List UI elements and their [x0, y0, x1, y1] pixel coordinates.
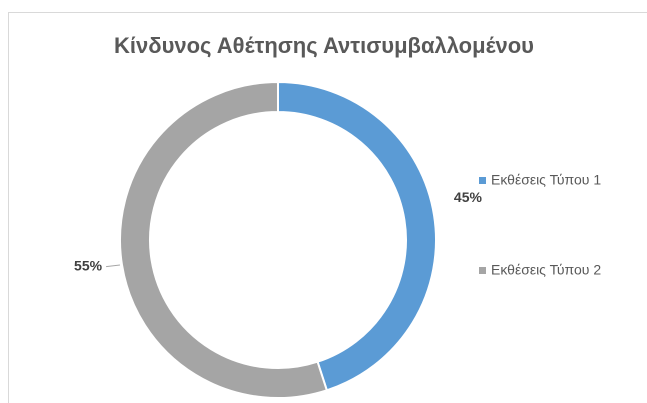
donut-segment [119, 80, 329, 399]
data-label: 45% [454, 189, 483, 205]
legend-label: Εκθέσεις Τύπου 2 [491, 262, 601, 278]
legend-swatch [479, 267, 486, 274]
data-label: 55% [74, 257, 103, 273]
chart-title: Κίνδυνος Αθέτησης Αντισυμβαλλομένου [114, 33, 534, 58]
legend-label: Εκθέσεις Τύπου 1 [491, 172, 601, 188]
leader-line [106, 264, 121, 268]
chart-frame [8, 12, 647, 403]
legend-swatch [479, 177, 486, 184]
